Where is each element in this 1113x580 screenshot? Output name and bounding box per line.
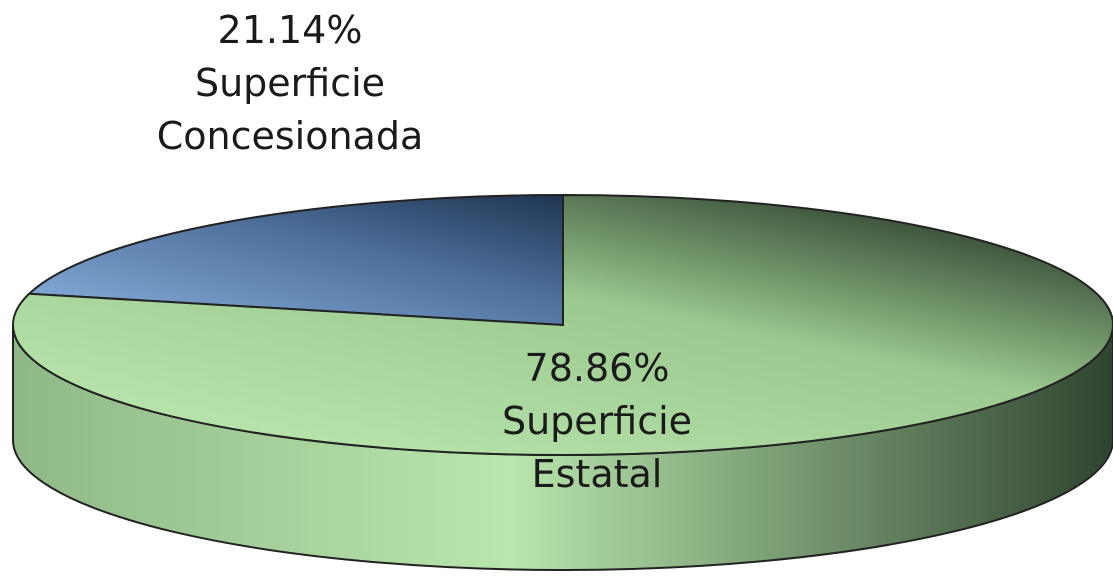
slice-label: 78.86% Superficie Estatal xyxy=(467,342,727,501)
pie-slice xyxy=(12,193,1113,456)
value-label: 78.86% xyxy=(524,346,670,390)
slice-label: 21.14% Superficie Concesionada xyxy=(125,4,455,163)
pie-slice xyxy=(26,193,564,327)
category-label: Superficie Concesionada xyxy=(156,61,424,158)
value-label: 21.14% xyxy=(217,8,363,52)
category-label: Superficie Estatal xyxy=(501,399,693,496)
